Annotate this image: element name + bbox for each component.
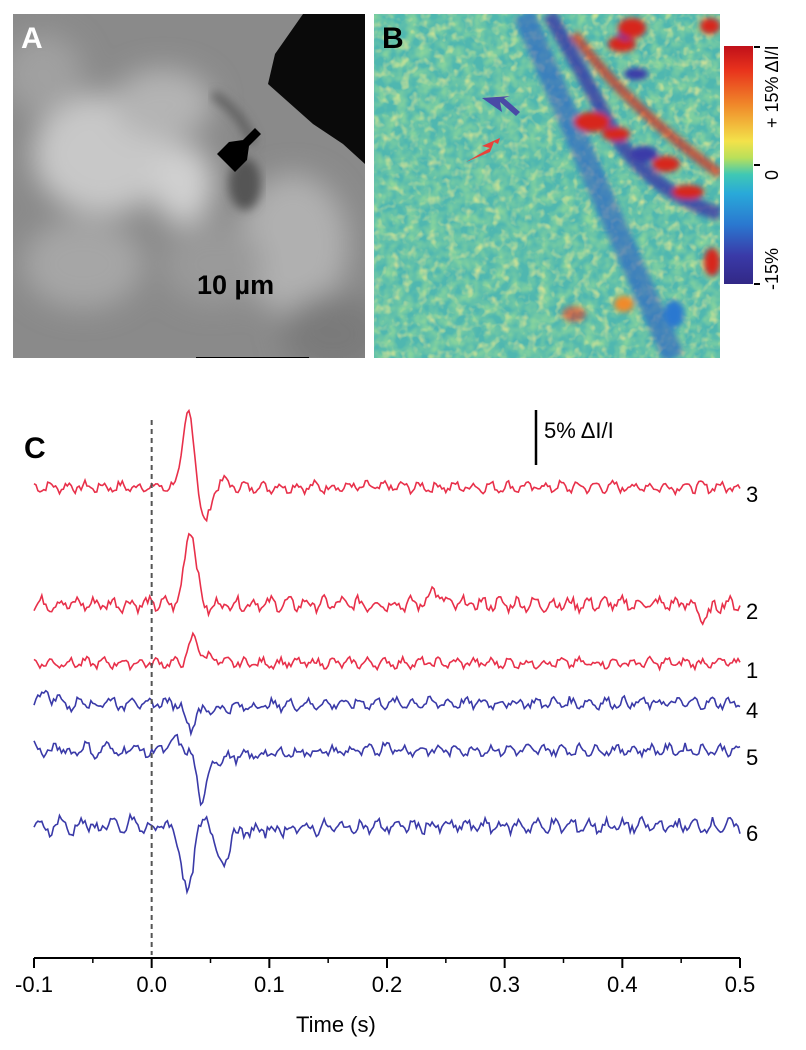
trace-label-4: 4 [746,698,758,723]
x-axis-title: Time (s) [296,1012,376,1037]
trace-label-2: 2 [746,599,758,624]
colorbar-bottom-label: -15% [762,247,782,290]
trace-label-5: 5 [746,745,758,770]
trace-label-6: 6 [746,821,758,846]
colorbar-tick [754,283,760,285]
colorbar [724,46,753,284]
x-tick-label: -0.1 [15,972,53,997]
trace-line-5 [33,733,741,807]
scale-bar-label: 5% ΔI/I [544,418,614,443]
colorbar-tick [754,164,760,166]
panel-a-letter: A [21,22,43,55]
trace-line-3 [33,408,741,523]
colorbar-tick [754,46,760,48]
trace-line-6 [33,812,741,895]
colormap-image [374,14,720,358]
panel-b-letter: B [382,22,404,55]
trace-line-4 [33,689,741,737]
x-tick-label: 0.5 [725,972,756,997]
trace-label-3: 3 [746,482,758,507]
panel-c-letter: C [24,432,46,465]
x-tick-label: 0.0 [136,972,167,997]
x-tick-label: 0.2 [372,972,403,997]
colorbar-mid-label: 0 [762,169,782,180]
trace-label-1: 1 [746,658,758,683]
trace-line-2 [33,532,741,626]
x-tick-label: 0.3 [489,972,520,997]
panel-a-micrograph: A 10 µm [13,14,365,358]
arrow-icon [466,96,520,162]
arrow-icon [217,128,261,172]
trace-line-1 [33,631,741,672]
colorbar-top-label: + 15% ΔI/I [762,45,782,128]
scalebar-label: 10 µm [197,270,275,300]
x-tick-label: 0.4 [607,972,638,997]
panel-b-colormap: B [374,14,720,358]
micrograph-image [13,14,365,358]
trace-chart: 3 2 1 4 5 6 -0.1 0.0 0.1 0.2 0.3 0.4 0.5 [15,408,758,997]
x-tick-label: 0.1 [254,972,285,997]
scalebar-line [196,357,309,358]
